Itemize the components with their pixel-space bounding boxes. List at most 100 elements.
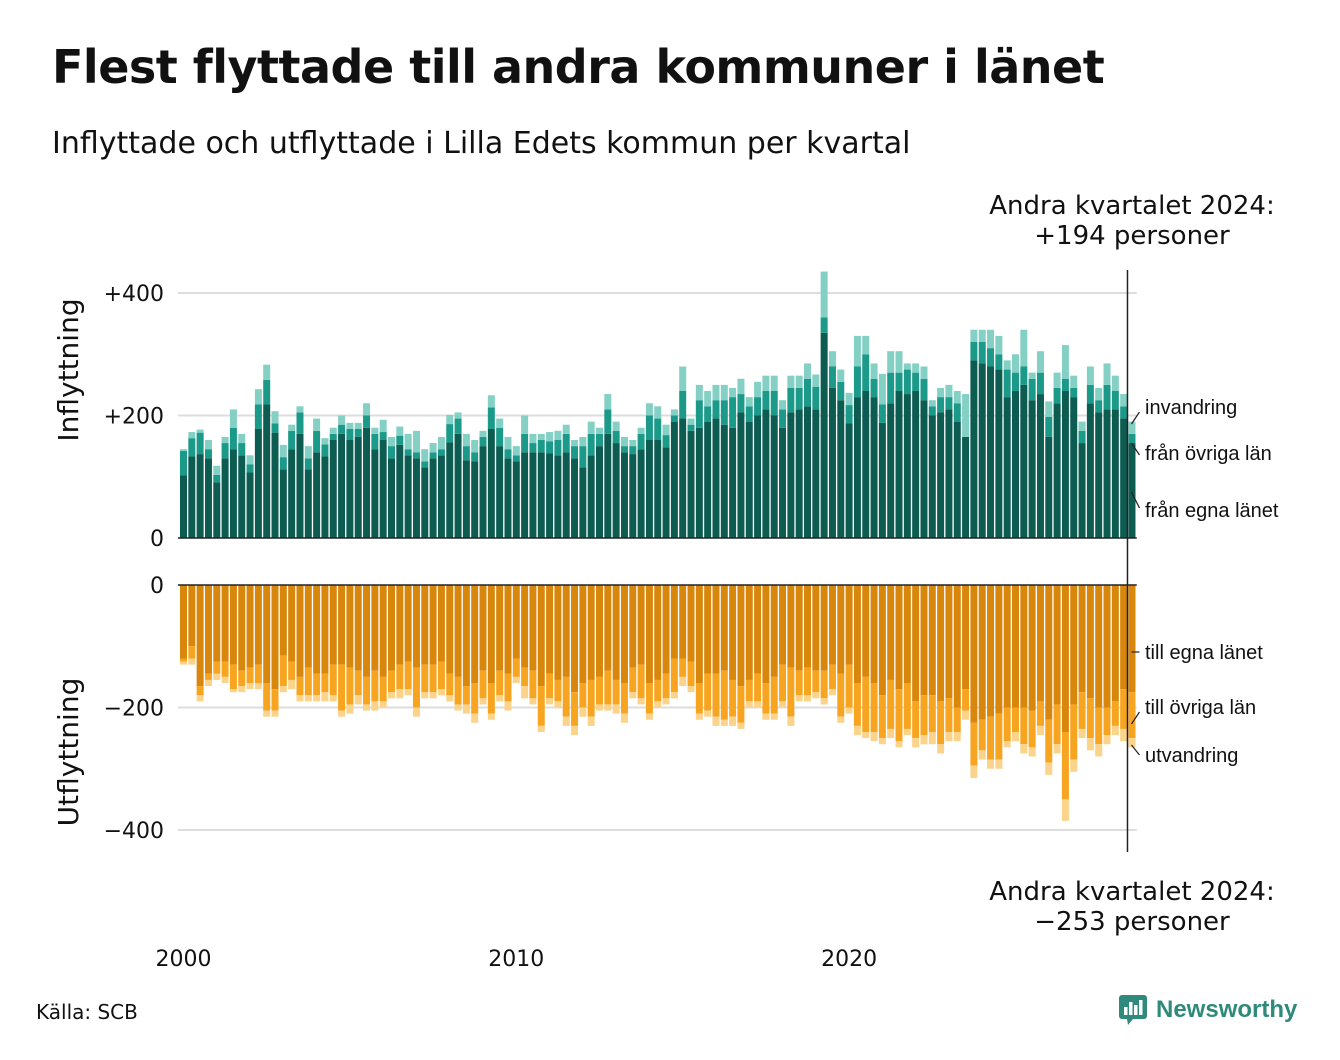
outflow-bar-segment bbox=[687, 585, 695, 662]
outflow-bar-segment bbox=[779, 585, 787, 665]
outflow-bar-segment bbox=[1028, 710, 1036, 748]
outflow-bar-segment bbox=[887, 679, 895, 729]
outflow-bar-segment bbox=[787, 585, 795, 668]
outflow-bar-segment bbox=[546, 673, 554, 699]
outflow-bar-segment bbox=[737, 585, 745, 687]
inflow-bar-segment bbox=[712, 418, 720, 538]
inflow-bar-segment bbox=[238, 443, 246, 456]
outflow-bar-segment bbox=[462, 585, 470, 687]
outflow-bar-segment bbox=[645, 585, 653, 683]
outflow-bar-segment bbox=[213, 585, 221, 662]
outflow-bar-segment bbox=[828, 689, 836, 696]
outflow-bar-segment bbox=[920, 585, 928, 696]
newsworthy-logo-icon bbox=[1119, 995, 1147, 1025]
outflow-bar-segment bbox=[229, 585, 237, 665]
outflow-bar-segment bbox=[754, 701, 762, 708]
inflow-bar-segment bbox=[1086, 384, 1094, 404]
inflow-bar-segment bbox=[437, 449, 445, 456]
outflow-bar-segment bbox=[795, 585, 803, 671]
outflow-bar-segment bbox=[229, 689, 237, 693]
inflow-bar-segment bbox=[229, 409, 237, 428]
outflow-bar-segment bbox=[1061, 799, 1069, 821]
inflow-bar-segment bbox=[537, 452, 545, 538]
outflow-bar-segment bbox=[196, 686, 204, 696]
inflow-bar-segment bbox=[254, 404, 262, 429]
outflow-bar-segment bbox=[853, 725, 861, 736]
inflow-bar-segment bbox=[745, 421, 753, 539]
outflow-bar-segment bbox=[221, 661, 229, 677]
inflow-bar-segment bbox=[471, 440, 479, 453]
inflow-bar-segment bbox=[679, 366, 687, 391]
outflow-bar-segment bbox=[1053, 744, 1061, 754]
inflow-bar-segment bbox=[612, 443, 620, 538]
inflow-bar-segment bbox=[554, 455, 562, 538]
inflow-bar-segment bbox=[837, 369, 845, 382]
outflow-bar-segment bbox=[828, 664, 836, 690]
inflow-bar-segment bbox=[729, 397, 737, 428]
outflow-bar-segment bbox=[995, 713, 1003, 760]
outflow-bar-segment bbox=[462, 686, 470, 705]
inflow-bar-segment bbox=[687, 430, 695, 538]
outflow-bar-segment bbox=[396, 689, 404, 699]
inflow-bar-segment bbox=[446, 442, 454, 538]
inflow-bar-segment bbox=[704, 406, 712, 422]
outflow-bar-segment bbox=[679, 658, 687, 677]
inflow-bar-segment bbox=[870, 363, 878, 379]
inflow-bar-segment bbox=[263, 404, 271, 539]
inflow-bar-segment bbox=[254, 389, 262, 405]
outflow-bar-segment bbox=[271, 710, 279, 717]
inflow-bar-segment bbox=[529, 433, 537, 444]
outflow-bar-segment bbox=[795, 670, 803, 696]
outflow-bar-segment bbox=[221, 585, 229, 662]
inflow-bar-segment bbox=[313, 452, 321, 538]
inflow-bar-segment bbox=[604, 433, 612, 539]
outflow-bar-segment bbox=[637, 664, 645, 699]
outflow-bar-segment bbox=[471, 713, 479, 723]
inflow-bar-segment bbox=[920, 378, 928, 401]
inflow-bar-segment bbox=[188, 438, 196, 457]
outflow-bar-segment bbox=[987, 585, 995, 717]
outflow-bar-segment bbox=[812, 692, 820, 699]
inflow-bar-segment bbox=[1036, 372, 1044, 395]
outflow-bar-segment bbox=[962, 710, 970, 720]
inflow-bar-segment bbox=[354, 436, 362, 538]
outflow-bar-segment bbox=[1020, 585, 1028, 708]
inflow-bar-segment bbox=[1128, 443, 1136, 538]
inflow-bar-segment bbox=[695, 427, 703, 538]
inflow-bar-segment bbox=[196, 454, 204, 538]
outflow-bar-segment bbox=[1120, 689, 1128, 729]
outflow-bar-segment bbox=[429, 692, 437, 699]
inflow-bar-segment bbox=[1053, 403, 1061, 538]
inflow-bar-segment bbox=[945, 409, 953, 539]
inflow-legend-label: från övriga län bbox=[1145, 443, 1272, 465]
inflow-bar-segment bbox=[953, 403, 961, 422]
outflow-bar-segment bbox=[804, 667, 811, 696]
inflow-bar-segment bbox=[887, 403, 895, 538]
outflow-bar-segment bbox=[196, 695, 204, 702]
inflow-bar-segment bbox=[579, 436, 587, 447]
inflow-bar-segment bbox=[704, 421, 712, 539]
outflow-bar-segment bbox=[837, 585, 845, 674]
inflow-bar-segment bbox=[504, 436, 512, 450]
outflow-bar-segment bbox=[1128, 738, 1136, 748]
outflow-bar-segment bbox=[1103, 585, 1111, 708]
outflow-bar-segment bbox=[496, 670, 504, 696]
inflow-bar-segment bbox=[429, 452, 437, 459]
outflow-bar-segment bbox=[812, 670, 820, 693]
inflow-bar-segment bbox=[812, 409, 820, 539]
outflow-bar-segment bbox=[995, 759, 1003, 769]
inflow-bar-segment bbox=[304, 469, 312, 538]
outflow-bar-segment bbox=[1036, 701, 1044, 726]
inflow-bar-segment bbox=[196, 429, 204, 433]
inflow-bar-segment bbox=[745, 406, 753, 422]
inflow-bar-segment bbox=[787, 412, 795, 538]
inflow-bar-segment bbox=[937, 412, 945, 538]
inflow-annotation-line2: +194 personer bbox=[1034, 221, 1230, 251]
legend-leader bbox=[1131, 744, 1140, 756]
inflow-bar-segment bbox=[1120, 394, 1128, 407]
inflow-bar-segment bbox=[338, 415, 346, 425]
inflow-bar-segment bbox=[496, 427, 504, 447]
outflow-bar-segment bbox=[687, 661, 695, 687]
inflow-bar-segment bbox=[188, 432, 196, 439]
outflow-bar-segment bbox=[1003, 707, 1011, 742]
